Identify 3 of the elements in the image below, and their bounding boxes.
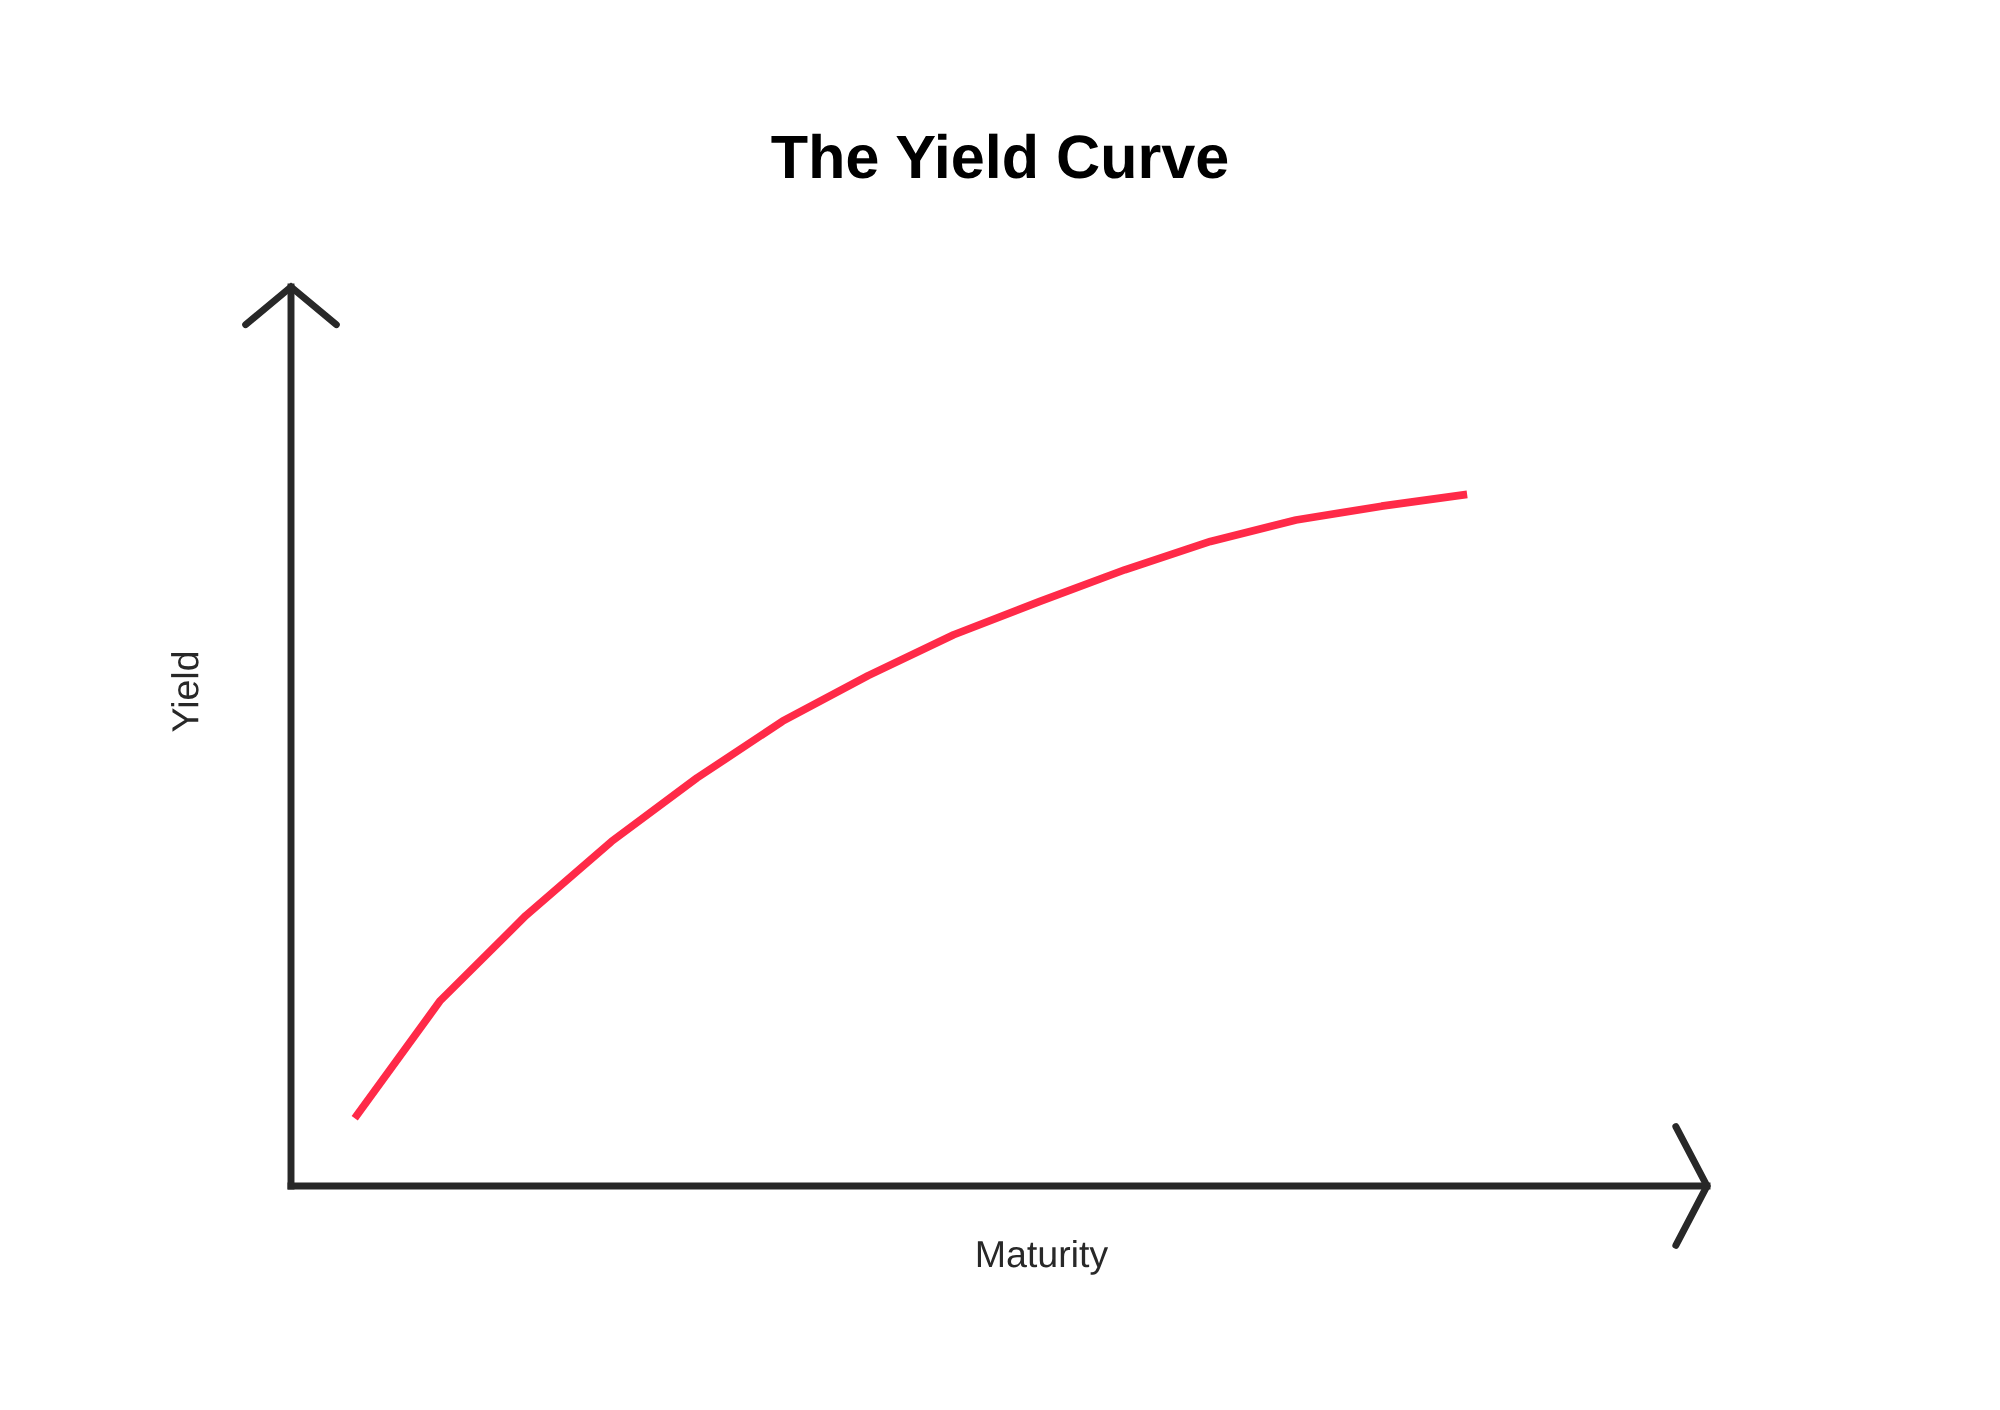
x-axis-title: Maturity — [977, 1239, 1109, 1275]
chart-title: The Yield Curve — [771, 133, 1228, 179]
y-axis-title: Yield — [171, 652, 199, 732]
